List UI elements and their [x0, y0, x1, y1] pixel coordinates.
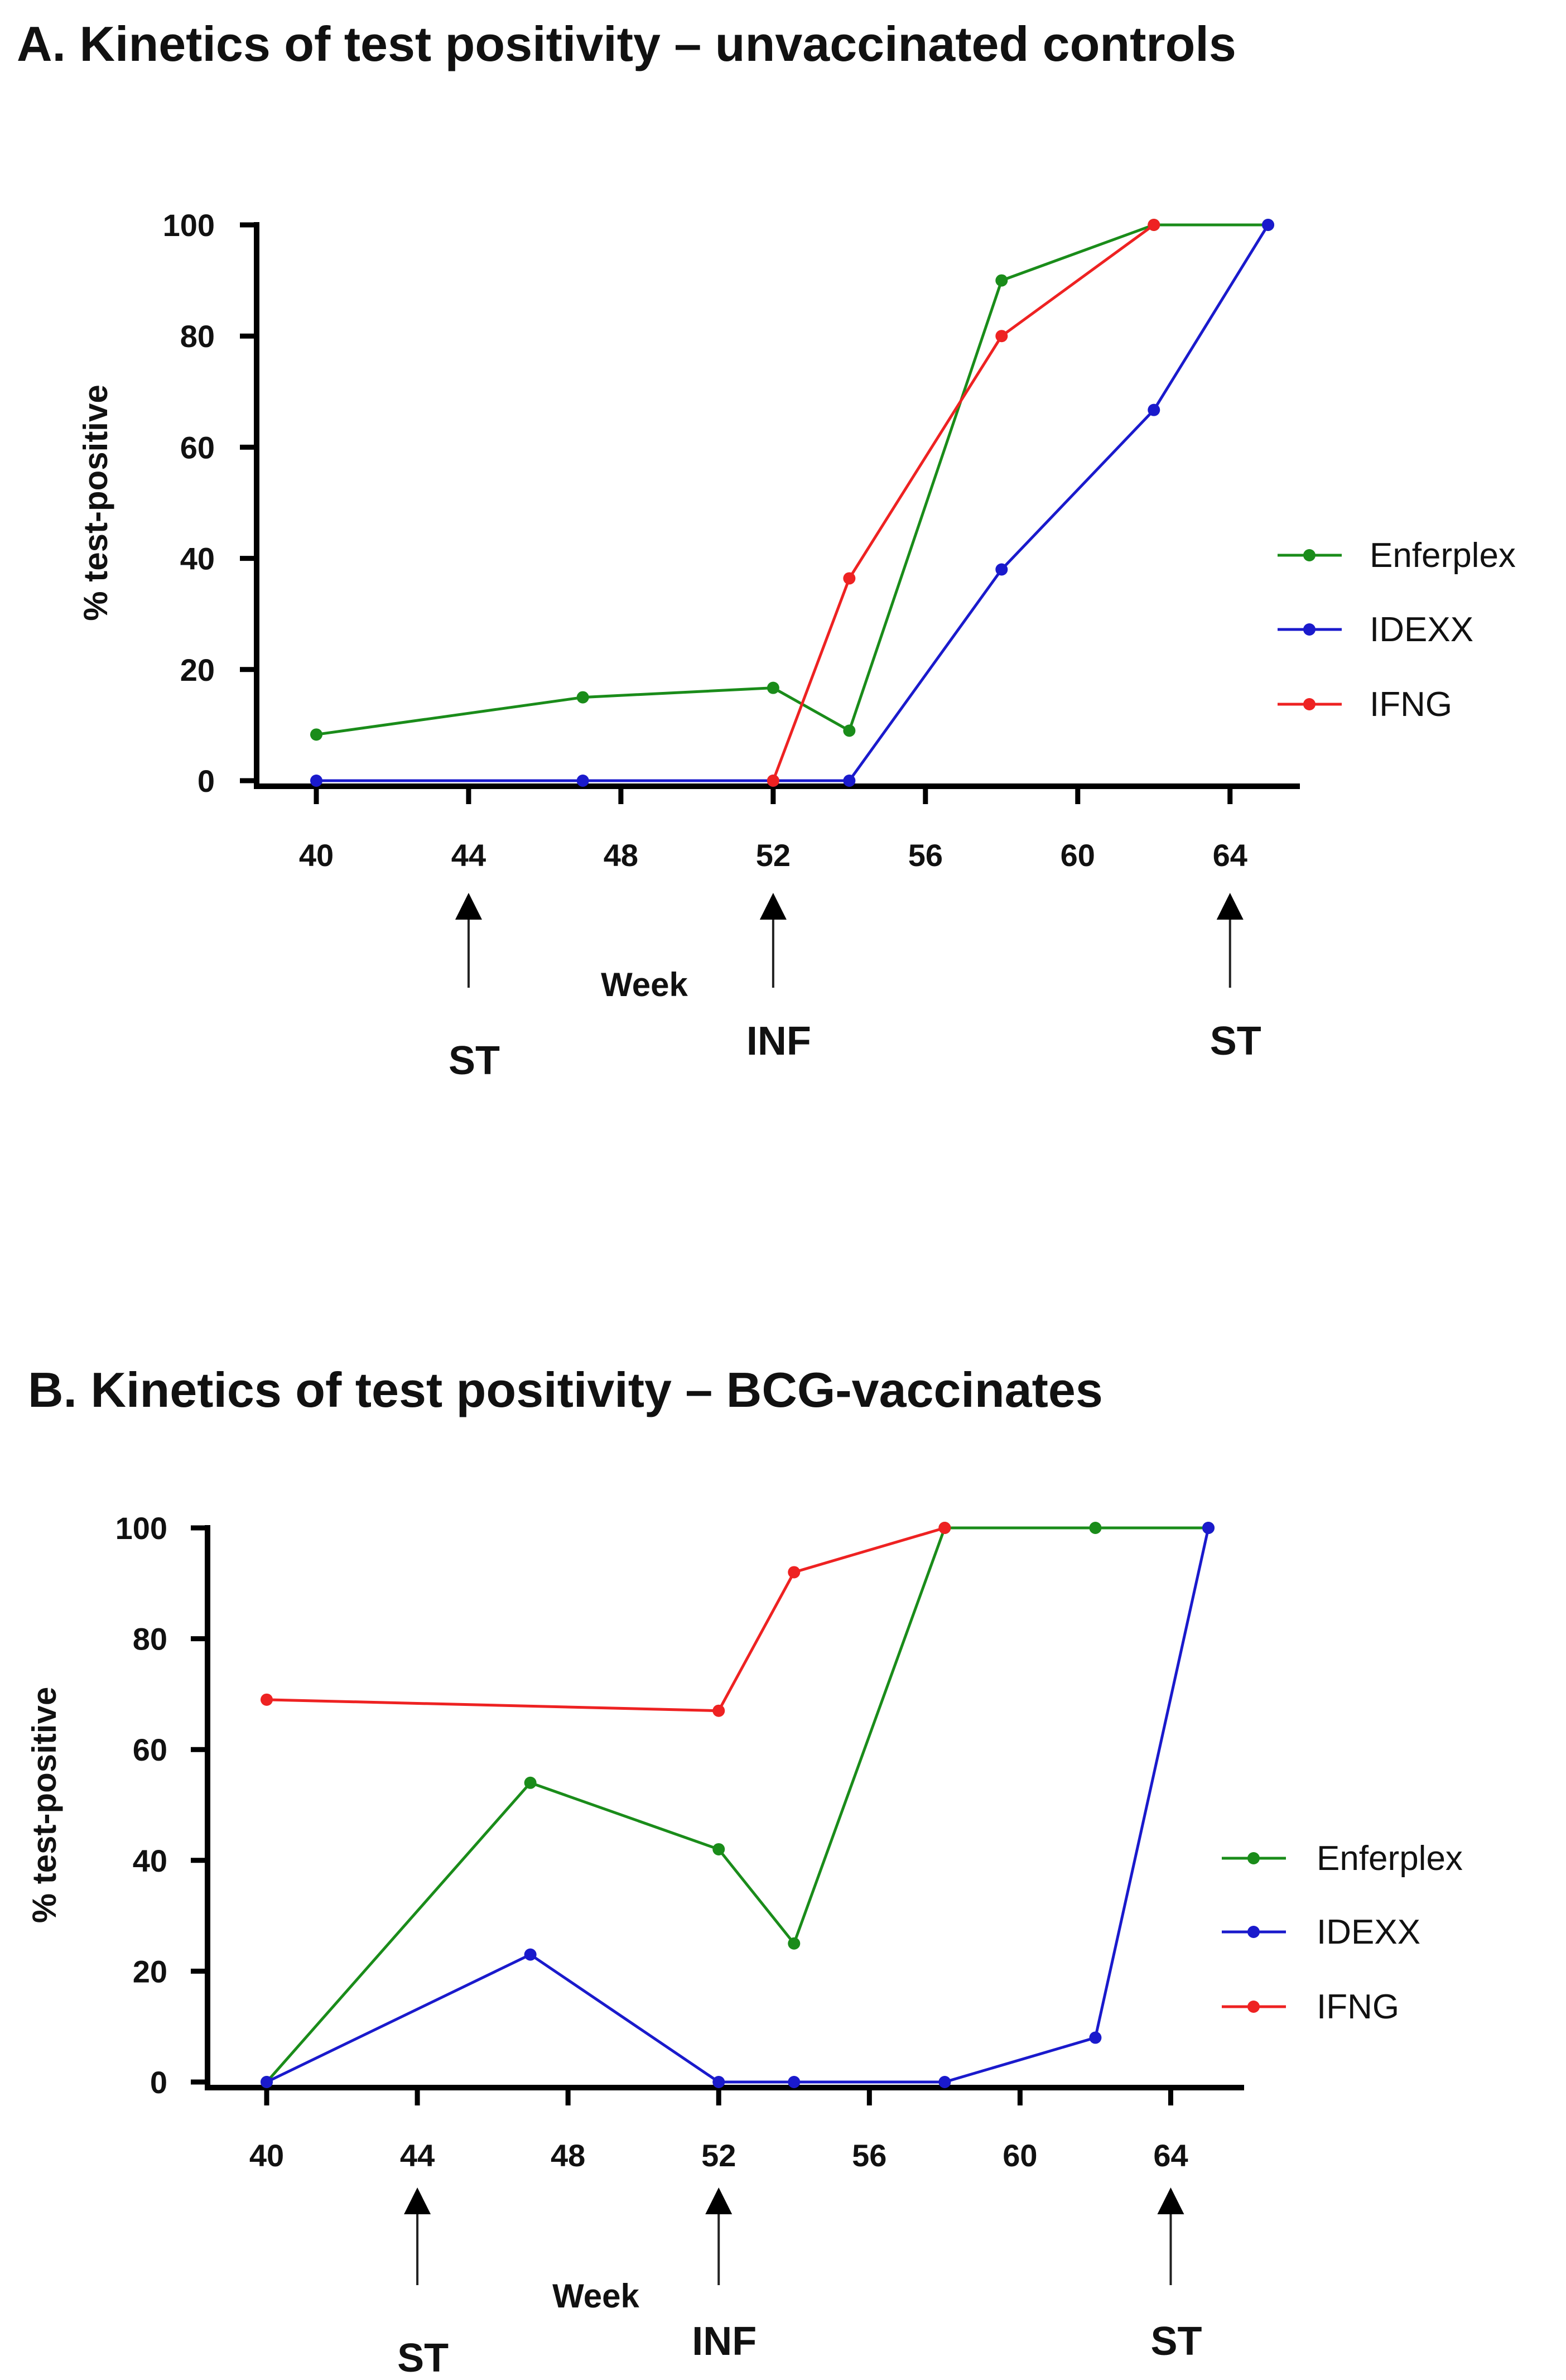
y-tick-label: 0 [150, 2065, 167, 2100]
series-line-idexx [266, 1527, 1210, 2084]
data-point-enferplex [712, 1843, 725, 1855]
x-tick-label: 60 [1003, 2138, 1037, 2173]
annotation-arrow-head [1216, 893, 1244, 920]
x-tick-label: 44 [400, 2138, 435, 2173]
legend-marker-idexx [1247, 1926, 1260, 1938]
data-point-idexx [843, 775, 856, 787]
annotation-label: ST [449, 1038, 500, 1083]
y-tick-label: 60 [180, 430, 215, 465]
data-point-ifng [1148, 219, 1160, 231]
chart-title: B. Kinetics of test positivity – BCG-vac… [28, 1362, 1103, 1417]
data-point-enferplex [310, 728, 322, 741]
y-tick-label: 20 [133, 1954, 167, 1989]
y-tick-label: 80 [133, 1622, 167, 1657]
data-point-idexx [1148, 403, 1160, 416]
x-tick-label: 56 [908, 838, 943, 873]
data-point-enferplex [1089, 1522, 1102, 1534]
legend-label: Enferplex [1317, 1839, 1463, 1878]
annotation-arrow-head [759, 893, 787, 920]
series-line-ifng [266, 1526, 946, 1713]
y-tick-label: 100 [115, 1511, 167, 1546]
x-tick-label: 52 [701, 2138, 736, 2173]
series-line-enferplex [266, 1526, 1208, 2083]
data-point-idexx [261, 2076, 273, 2088]
annotation-label: ST [1210, 1019, 1261, 1064]
x-tick-label: 44 [451, 838, 486, 873]
annotation-label: INF [692, 2319, 757, 2364]
data-point-ifng [995, 330, 1008, 343]
annotation-arrow-head [455, 893, 482, 920]
data-point-ifng [938, 1522, 951, 1534]
x-axis-title: Week [552, 2277, 639, 2315]
data-point-ifng [261, 1693, 273, 1706]
annotation-arrow-head [404, 2187, 431, 2214]
chart-title: A. Kinetics of test positivity – unvacci… [17, 16, 1236, 71]
y-tick-label: 80 [180, 319, 215, 354]
legend-label: IFNG [1370, 685, 1452, 724]
data-point-idexx [995, 563, 1008, 576]
x-tick-label: 40 [299, 838, 334, 873]
legend-marker-enferplex [1247, 1852, 1260, 1864]
annotation-label: INF [746, 1019, 811, 1064]
data-point-idexx [1202, 1522, 1215, 1534]
data-point-enferplex [788, 1937, 801, 1950]
data-point-enferplex [524, 1776, 537, 1789]
data-point-enferplex [843, 724, 856, 737]
data-point-idexx [712, 2076, 725, 2088]
data-point-idexx [938, 2076, 951, 2088]
data-point-ifng [788, 1566, 801, 1579]
data-point-ifng [712, 1704, 725, 1717]
x-tick-label: 60 [1061, 838, 1095, 873]
series-line-ifng [772, 223, 1155, 781]
chart-b: 0 20 40 60 80 100 40 44 48 52 56 60 64 % test-positiv… [26, 1511, 1463, 2380]
legend-label: Enferplex [1370, 536, 1516, 575]
y-tick-label: 100 [163, 208, 215, 243]
data-point-idexx [1262, 219, 1274, 231]
data-point-idexx [788, 2076, 801, 2088]
legend-label: IFNG [1317, 1988, 1399, 2026]
panel-a: A. Kinetics of test positivity – unvacci… [0, 0, 1566, 1183]
y-tick-label: 40 [133, 1843, 167, 1878]
data-point-ifng [767, 775, 779, 787]
data-point-enferplex [995, 274, 1008, 287]
y-tick-label: 40 [180, 541, 215, 576]
chart-a: 0 20 40 60 80 100 40 44 48 52 56 60 64 % test-positiv… [77, 208, 1516, 1083]
annotation-label: ST [397, 2336, 449, 2380]
data-point-idexx [524, 1948, 537, 1961]
data-point-enferplex [576, 691, 589, 704]
series-line-enferplex [316, 223, 1268, 736]
x-tick-label: 48 [604, 838, 638, 873]
x-tick-label: 64 [1213, 838, 1247, 873]
x-tick-label: 52 [756, 838, 791, 873]
legend-marker-idexx [1303, 623, 1316, 636]
y-axis-title: % test-positive [77, 384, 114, 621]
legend-label: IDEXX [1317, 1913, 1420, 1951]
x-tick-label: 48 [551, 2138, 585, 2173]
data-point-idexx [576, 775, 589, 787]
x-tick-label: 56 [852, 2138, 886, 2173]
legend-label: IDEXX [1370, 610, 1473, 649]
y-axis-title: % test-positive [26, 1687, 63, 1923]
x-tick-label: 64 [1153, 2138, 1188, 2173]
legend-marker-ifng [1247, 2001, 1260, 2013]
x-tick-label: 40 [249, 2138, 284, 2173]
panel-b: B. Kinetics of test positivity – BCG-vac… [0, 1194, 1566, 2380]
annotation-arrow-head [1157, 2187, 1184, 2214]
x-axis-title: Week [601, 966, 688, 1003]
data-point-idexx [1089, 2031, 1102, 2044]
annotation-arrow-head [705, 2187, 733, 2214]
y-tick-label: 0 [197, 763, 215, 799]
data-point-ifng [843, 572, 856, 585]
data-point-enferplex [767, 681, 779, 694]
y-tick-label: 60 [133, 1732, 167, 1767]
y-tick-label: 20 [180, 652, 215, 687]
annotation-label: ST [1150, 2319, 1202, 2364]
legend-marker-ifng [1303, 698, 1316, 710]
data-point-idexx [310, 775, 322, 787]
legend-marker-enferplex [1303, 549, 1316, 561]
